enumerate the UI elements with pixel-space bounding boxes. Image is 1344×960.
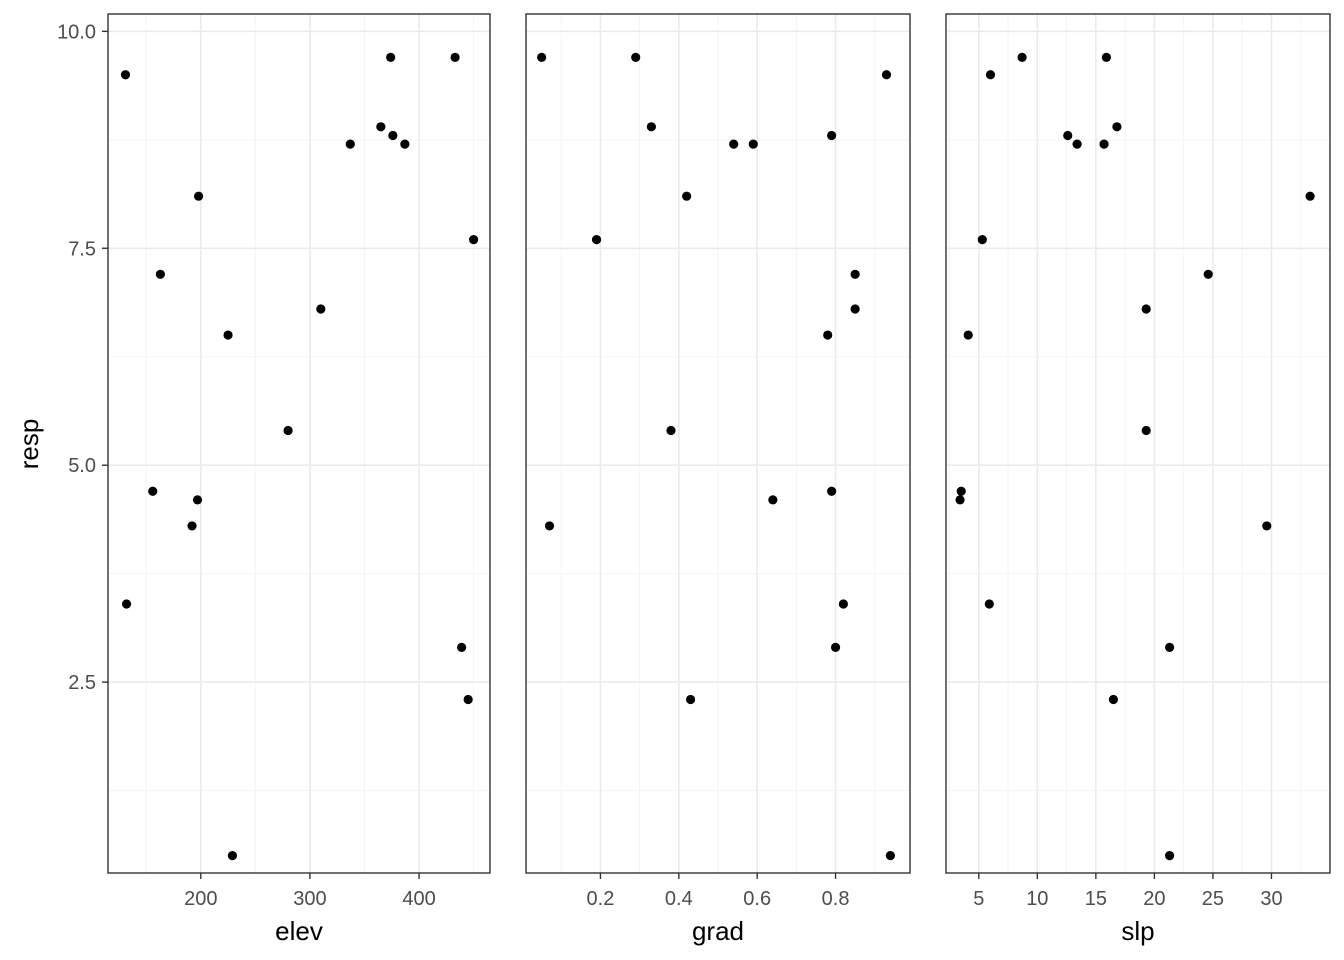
data-point	[388, 130, 398, 141]
x-tick-label: 10	[1026, 888, 1048, 910]
data-point	[823, 330, 833, 340]
data-point	[830, 642, 841, 653]
data-point	[827, 486, 837, 496]
data-point	[1262, 521, 1272, 531]
data-point	[838, 599, 848, 609]
data-point	[148, 486, 158, 496]
data-point	[400, 139, 410, 149]
data-point	[463, 694, 473, 705]
data-point	[187, 521, 197, 531]
x-tick-label: 30	[1260, 888, 1282, 910]
x-tick-label: 200	[184, 888, 217, 910]
data-point	[827, 130, 837, 141]
panel-border	[107, 13, 491, 874]
data-point	[121, 599, 132, 609]
data-point	[1305, 191, 1315, 201]
x-tick-label: 15	[1085, 888, 1107, 910]
data-point	[646, 122, 656, 132]
data-point	[963, 330, 973, 340]
data-point	[1141, 304, 1151, 314]
data-point	[591, 234, 602, 245]
x-tick-label: 300	[293, 888, 326, 910]
data-point	[956, 486, 966, 496]
data-point	[666, 425, 676, 436]
data-point	[850, 269, 860, 279]
data-point	[885, 851, 896, 861]
data-point	[1101, 52, 1111, 62]
data-point	[223, 330, 233, 340]
y-tick-label: 5.0	[68, 455, 96, 477]
data-point	[1017, 52, 1027, 62]
data-point	[376, 122, 386, 132]
data-point	[469, 234, 479, 245]
x-tick-label: 0.2	[587, 888, 615, 910]
y-tick-label: 7.5	[68, 238, 96, 260]
data-point	[457, 642, 467, 653]
data-point	[120, 70, 131, 80]
y-tick-label: 10.0	[57, 21, 96, 43]
x-axis-title: grad	[692, 916, 744, 946]
data-point	[748, 139, 758, 149]
x-axis-title: slp	[1121, 916, 1154, 946]
data-point	[1203, 269, 1213, 279]
x-tick-label: 20	[1143, 888, 1165, 910]
x-tick-label: 0.8	[822, 888, 850, 910]
panels-layer: 200 300 400 elev 2.5 5.0 7.5 10.0 0.2 0.4 0.6 0.8 gr…	[57, 13, 1331, 946]
x-axis-title: elev	[275, 916, 323, 946]
data-point	[544, 521, 555, 531]
data-point	[1072, 139, 1082, 149]
data-point	[985, 70, 996, 80]
data-point	[537, 52, 547, 62]
panel-elev: 200 300 400 elev 2.5 5.0 7.5 10.0	[57, 13, 491, 946]
y-axis-title: resp	[14, 419, 44, 470]
data-point	[955, 495, 965, 505]
data-point	[450, 52, 460, 62]
data-point	[977, 234, 987, 245]
panel-background	[946, 14, 1330, 873]
data-point	[685, 694, 696, 705]
data-point	[192, 495, 203, 505]
data-point	[631, 52, 641, 62]
data-point	[227, 851, 238, 861]
data-point	[316, 304, 326, 314]
panel-border	[945, 13, 1331, 874]
x-tick-label: 0.4	[665, 888, 693, 910]
data-point	[881, 70, 892, 80]
data-point	[850, 304, 860, 314]
data-point	[1112, 122, 1122, 132]
x-tick-label: 0.6	[743, 888, 771, 910]
x-tick-label: 5	[973, 888, 984, 910]
data-point	[984, 599, 994, 609]
panel-grad: 0.2 0.4 0.6 0.8 grad	[525, 13, 911, 946]
data-point	[1099, 139, 1109, 149]
panel-slp: 5 10 15 20 25 30 slp	[945, 13, 1331, 946]
data-point	[345, 139, 355, 149]
data-point	[155, 269, 165, 279]
data-point	[193, 191, 204, 201]
data-point	[1108, 694, 1119, 705]
data-point	[386, 52, 396, 62]
data-point	[283, 425, 293, 436]
data-point	[1165, 851, 1175, 861]
data-point	[729, 139, 739, 149]
x-tick-label: 25	[1202, 888, 1224, 910]
data-point	[768, 495, 778, 505]
data-point	[1063, 130, 1073, 141]
y-tick-label: 2.5	[68, 672, 96, 694]
x-tick-label: 400	[402, 888, 435, 910]
panel-border	[525, 13, 911, 874]
data-point	[1141, 425, 1151, 436]
data-point	[1165, 642, 1175, 653]
data-point	[682, 191, 692, 201]
panel-background	[108, 14, 490, 873]
